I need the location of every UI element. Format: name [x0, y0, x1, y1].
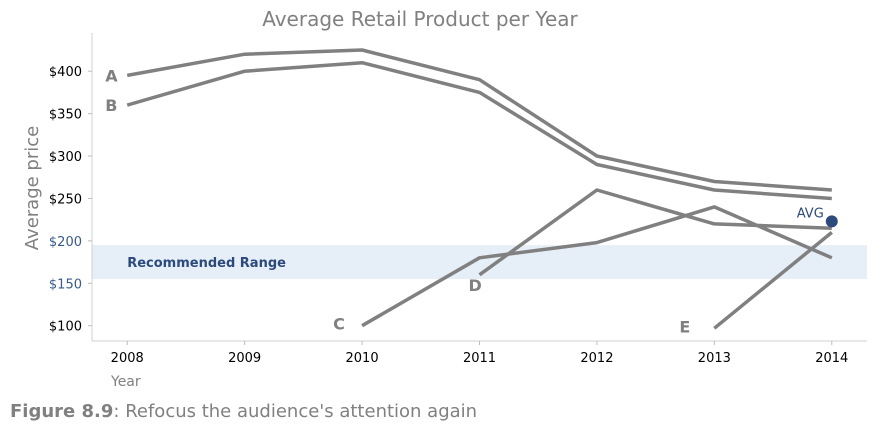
y-tick-label: $250 — [49, 192, 82, 207]
y-tick-label: $200 — [49, 235, 82, 250]
figure-number: Figure 8.9 — [10, 401, 114, 422]
line-chart: Average Retail Product per Year Average … — [22, 7, 867, 390]
x-tick-label: 2008 — [111, 351, 144, 366]
y-tick-label: $100 — [49, 320, 82, 335]
x-tick-label: 2009 — [228, 351, 261, 366]
x-tick-label: 2010 — [346, 351, 379, 366]
x-tick-label: 2011 — [463, 351, 496, 366]
y-tick-label: $350 — [49, 108, 82, 123]
series-label-b: B — [105, 96, 117, 115]
x-tick-label: 2012 — [580, 351, 613, 366]
series-line-d — [478, 188, 832, 277]
series-label-e: E — [679, 317, 690, 336]
series-line-a — [126, 48, 832, 192]
figure-caption-text: : Refocus the audience's attention again — [113, 401, 478, 422]
average-label: AVG — [797, 206, 824, 221]
y-axis-label: Average price — [22, 126, 43, 250]
y-tick-label: $150 — [49, 277, 82, 292]
series-label-d: D — [469, 276, 482, 295]
series-label-c: C — [333, 315, 345, 334]
x-axis-label: Year — [110, 374, 141, 390]
series-line-e — [713, 231, 833, 330]
y-tick-label: $300 — [49, 150, 82, 165]
series-line-b — [126, 60, 832, 201]
chart-title: Average Retail Product per Year — [262, 7, 578, 31]
series-label-a: A — [105, 66, 118, 85]
x-tick-label: 2013 — [698, 351, 731, 366]
y-tick-label: $400 — [49, 65, 82, 80]
figure-caption: Figure 8.9: Refocus the audience's atten… — [10, 401, 477, 422]
x-tick-label: 2014 — [815, 351, 848, 366]
recommended-range-label: Recommended Range — [127, 256, 286, 271]
average-marker — [825, 215, 838, 228]
